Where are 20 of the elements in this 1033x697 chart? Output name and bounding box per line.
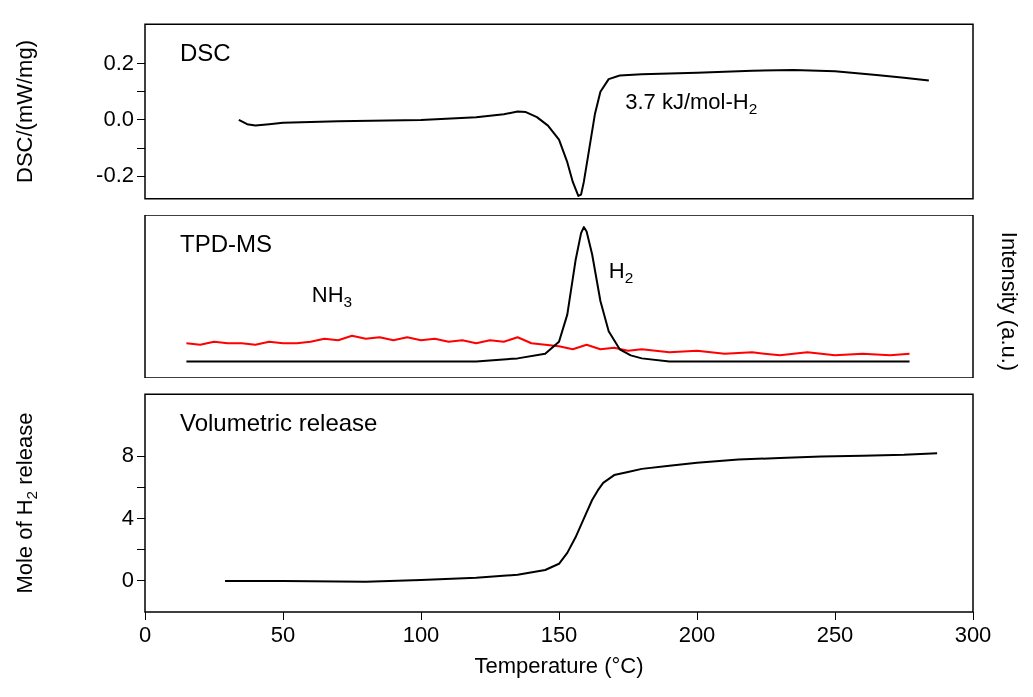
- y-axis-title: Mole of H2 release: [12, 412, 40, 594]
- x-tick-label: 200: [678, 622, 716, 648]
- x-tick-label: 300: [954, 622, 992, 648]
- x-tick-label: 100: [402, 622, 440, 648]
- text: Volumetric release: [180, 408, 378, 436]
- x-tick-label: 50: [270, 622, 296, 648]
- x-tick-label: 0: [138, 622, 152, 648]
- y-tick-label: 8: [121, 442, 134, 468]
- x-axis-title: Temperature (°C): [474, 653, 644, 679]
- y-tick-label: 0.2: [103, 49, 134, 75]
- y-tick-label: -0.2: [96, 162, 134, 188]
- y-axis-title: DSC/(mW/mg): [12, 40, 38, 183]
- x-tick-label: 250: [816, 622, 854, 648]
- y-axis-title: Intensity (a.u.): [996, 231, 1022, 372]
- text: DSC: [180, 38, 231, 66]
- x-tick-label: 150: [540, 622, 578, 648]
- y-tick-label: 0: [121, 566, 134, 592]
- y-tick-label: 4: [121, 504, 134, 530]
- y-tick-label: 0.0: [103, 106, 134, 132]
- chart-title: TPD-MS: [180, 229, 272, 257]
